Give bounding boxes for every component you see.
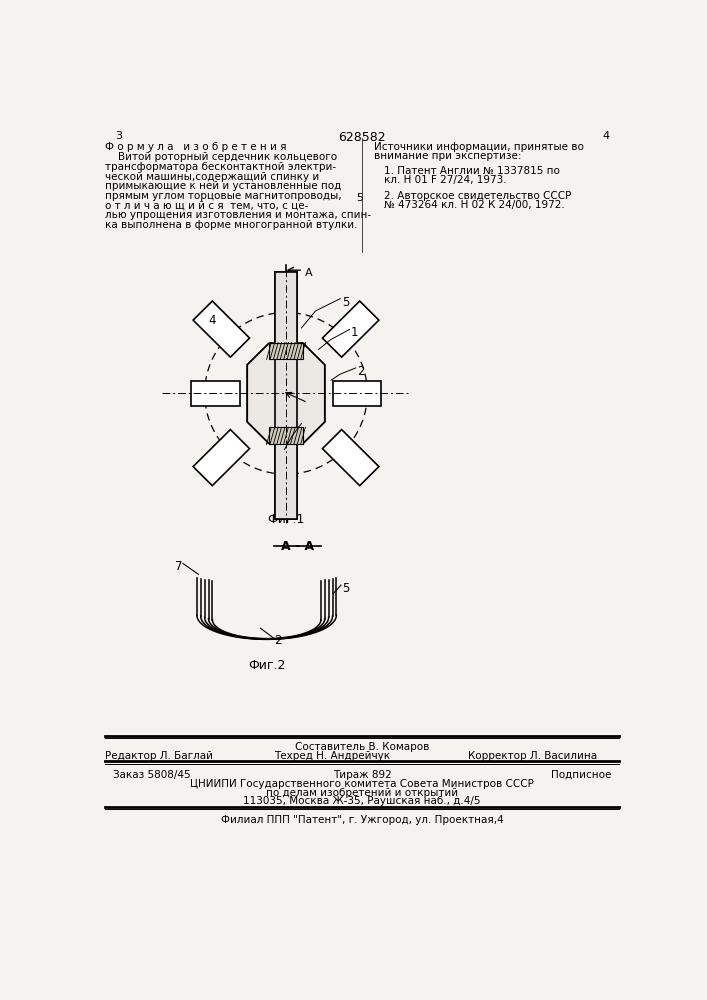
Text: 3: 3 [115,131,122,141]
Text: 2. Авторское свидетельство СССР: 2. Авторское свидетельство СССР [385,191,572,201]
Text: 7: 7 [175,560,182,573]
Text: ка выполнена в форме многогранной втулки.: ка выполнена в форме многогранной втулки… [105,220,358,230]
Text: ЦНИИПИ Государственного комитета Совета Министров СССР: ЦНИИПИ Государственного комитета Совета … [190,779,534,789]
Bar [269,343,303,359]
Text: 2: 2 [274,634,282,647]
Text: 5: 5 [356,193,363,203]
Text: Фиг.1: Фиг.1 [267,513,305,526]
Text: о т л и ч а ю щ и й с я  тем, что, с це-: о т л и ч а ю щ и й с я тем, что, с це- [105,200,309,210]
Text: Ф о р м у л а   и з о б р е т е н и я: Ф о р м у л а и з о б р е т е н и я [105,142,287,152]
Bar [269,427,303,444]
Text: Техред Н. Андрейчук: Техред Н. Андрейчук [274,751,390,761]
Polygon shape [322,430,379,486]
Text: трансформатора бесконтактной электри-: трансформатора бесконтактной электри- [105,162,337,172]
Text: прямым углом торцовые магнитопроводы,: прямым углом торцовые магнитопроводы, [105,191,342,201]
Text: 113035, Москва Ж-35, Раушская наб., д.4/5: 113035, Москва Ж-35, Раушская наб., д.4/… [243,796,481,806]
Text: 6: 6 [303,420,310,433]
Text: 4: 4 [209,314,216,327]
Text: примыкающие к ней и установленные под: примыкающие к ней и установленные под [105,181,341,191]
Bar [269,427,303,444]
Text: по делам изобретений и открытий: по делам изобретений и открытий [266,788,458,798]
Text: 2: 2 [357,365,365,378]
Text: 628582: 628582 [338,131,386,144]
Text: 5: 5 [341,296,349,309]
Text: 1: 1 [351,326,358,339]
Polygon shape [322,301,379,357]
Bar [269,343,303,359]
Text: Фиг.2: Фиг.2 [248,659,286,672]
Text: ческой машины,содержащий спинку и: ческой машины,содержащий спинку и [105,172,320,182]
Text: А - А: А - А [281,540,314,553]
Bar [269,343,303,359]
Polygon shape [247,343,325,443]
Bar [275,272,297,519]
Text: Заказ 5808/45: Заказ 5808/45 [113,770,191,780]
Text: 1. Патент Англии № 1337815 по: 1. Патент Англии № 1337815 по [385,166,561,176]
Text: Филиал ППП "Патент", г. Ужгород, ул. Проектная,4: Филиал ППП "Патент", г. Ужгород, ул. Про… [221,815,503,825]
Text: внимание при экспертизе:: внимание при экспертизе: [373,151,521,161]
Text: кл. Н 01 F 27/24, 1973.: кл. Н 01 F 27/24, 1973. [385,175,507,185]
Bar [269,427,303,444]
Text: Источники информации, принятые во: Источники информации, принятые во [373,142,583,152]
Text: Корректор Л. Василина: Корректор Л. Василина [468,751,597,761]
Bar [269,343,303,359]
Text: Составитель В. Комаров: Составитель В. Комаров [295,742,429,752]
Text: № 473264 кл. Н 02 К 24/00, 1972.: № 473264 кл. Н 02 К 24/00, 1972. [385,200,565,210]
Text: A: A [305,268,313,278]
Text: Редактор Л. Баглай: Редактор Л. Баглай [105,751,214,761]
Bar [269,427,303,444]
Bar [275,272,297,519]
Text: 3: 3 [261,416,269,429]
Text: лью упрощения изготовления и монтажа, спин-: лью упрощения изготовления и монтажа, сп… [105,210,372,220]
Text: Подписное: Подписное [551,770,612,780]
Polygon shape [193,430,250,486]
Text: Витой роторный сердечник кольцевого: Витой роторный сердечник кольцевого [105,152,337,162]
Text: Тираж 892: Тираж 892 [332,770,392,780]
Bar [332,381,380,406]
Text: A: A [308,399,315,409]
Text: 4: 4 [602,131,609,141]
Polygon shape [193,301,250,357]
Polygon shape [247,343,325,443]
Bar [192,381,240,406]
Text: 5: 5 [343,582,350,595]
